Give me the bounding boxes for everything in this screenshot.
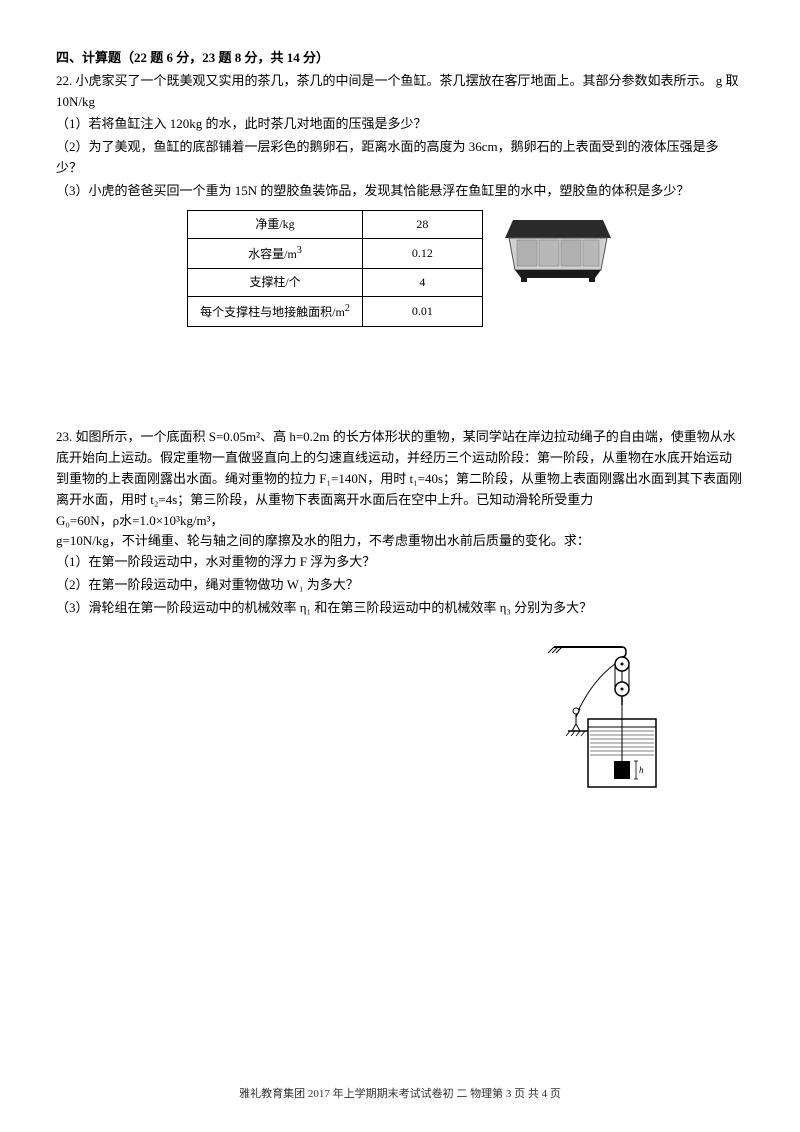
table-cell: 4	[362, 268, 482, 296]
table-cell: 0.12	[362, 238, 482, 268]
p23-intro2: G₀=60N，ρ水=1.0×10³kg/m³，	[56, 513, 224, 528]
p22-table-image-row: 净重/kg 28 水容量/m3 0.12 支撑柱/个 4 每个支撑柱与地接触面积…	[56, 210, 744, 328]
table-cell: 28	[362, 210, 482, 238]
table-cell: 每个支撑柱与地接触面积/m2	[188, 297, 363, 327]
pulley-diagram: h	[544, 629, 664, 799]
table-cell: 0.01	[362, 297, 482, 327]
p23-intro1: 23. 如图所示，一个底面积 S=0.05m²、高 h=0.2m 的长方体形状的…	[56, 429, 742, 506]
svg-text:h: h	[639, 765, 644, 775]
p22-intro: 22. 小虎家买了一个既美观又实用的茶几，茶几的中间是一个鱼缸。茶几摆放在客厅地…	[56, 71, 744, 113]
table-row: 水容量/m3 0.12	[188, 238, 483, 268]
p23-intro3: g=10N/kg，不计绳重、轮与轴之间的摩擦及水的阻力，不考虑重物出水前后质量的…	[56, 531, 744, 552]
table-row: 每个支撑柱与地接触面积/m2 0.01	[188, 297, 483, 327]
p23-q3: （3）滑轮组在第一阶段运动中的机械效率 η₁ 和在第三阶段运动中的机械效率 η₃…	[56, 598, 744, 619]
table-row: 支撑柱/个 4	[188, 268, 483, 296]
p22-q2: （2）为了美观，鱼缸的底部铺着一层彩色的鹅卵石，距离水面的高度为 36cm，鹅卵…	[56, 137, 744, 179]
section-header: 四、计算题（22 题 6 分，23 题 8 分，共 14 分）	[56, 48, 744, 69]
p22-q1: （1）若将鱼缸注入 120kg 的水，此时茶几对地面的压强是多少？	[56, 114, 744, 135]
table-row: 净重/kg 28	[188, 210, 483, 238]
p23-q2: （2）在第一阶段运动中，绳对重物做功 W₁ 为多大？	[56, 575, 744, 596]
p23-block: 23. 如图所示，一个底面积 S=0.05m²、高 h=0.2m 的长方体形状的…	[56, 427, 744, 618]
p23-figure-wrap: h	[56, 629, 744, 799]
table-cell: 净重/kg	[188, 210, 363, 238]
p22-q3: （3）小虎的爸爸买回一个重为 15N 的塑胶鱼装饰品，发现其恰能悬浮在鱼缸里的水…	[56, 181, 744, 202]
param-table: 净重/kg 28 水容量/m3 0.12 支撑柱/个 4 每个支撑柱与地接触面积…	[187, 210, 483, 328]
table-cell: 支撑柱/个	[188, 268, 363, 296]
page-footer: 雅礼教育集团 2017 年上学期期末考试试卷初 二 物理第 3 页 共 4 页	[0, 1086, 800, 1104]
table-cell: 水容量/m3	[188, 238, 363, 268]
fish-tank-image	[503, 210, 613, 285]
p23-q1: （1）在第一阶段运动中，水对重物的浮力 F 浮为多大？	[56, 552, 744, 573]
